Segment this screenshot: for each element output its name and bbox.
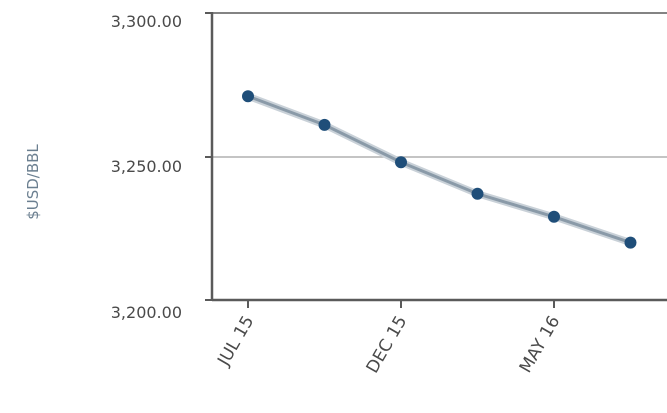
- y-tick-label-3200: 3,200.00: [111, 303, 182, 322]
- data-point: [471, 187, 484, 200]
- data-point: [395, 156, 407, 169]
- data-point: [548, 210, 560, 223]
- x-tick-label-dec15: DEC 15: [363, 313, 412, 377]
- series-line: [247, 94, 631, 245]
- y-axis-title: $USD/BBL: [24, 144, 42, 220]
- data-point: [242, 90, 254, 103]
- series-layer: [242, 90, 637, 249]
- data-point: [318, 118, 331, 131]
- x-tick-label-jul15: JUL 15: [214, 313, 259, 371]
- data-point: [624, 236, 637, 249]
- y-tick-label-3300: 3,300.00: [111, 12, 182, 31]
- y-tick-label-3250: 3,250.00: [111, 157, 182, 176]
- x-tick-label-may16: MAY 16: [516, 313, 565, 377]
